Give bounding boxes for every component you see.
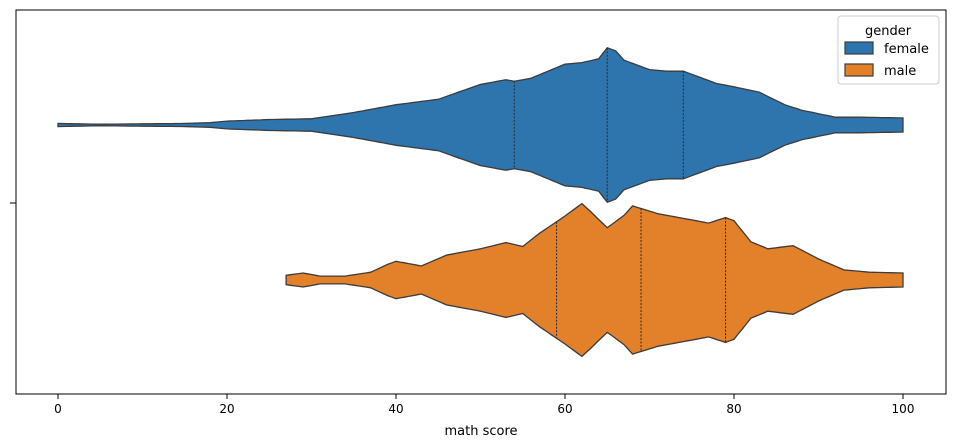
legend-label-female: female — [884, 42, 929, 57]
plot-frame — [15, 9, 947, 395]
x-tick-label-80: 80 — [726, 402, 741, 416]
x-tick-label-40: 40 — [388, 402, 403, 416]
x-tick-label-0: 0 — [54, 402, 62, 416]
x-axis-ticks: 0 20 40 60 80 100 — [54, 394, 914, 416]
x-tick-label-20: 20 — [219, 402, 234, 416]
violin-layer — [57, 47, 904, 358]
x-tick-label-60: 60 — [557, 402, 572, 416]
legend: gender female male — [837, 15, 940, 85]
x-tick-label-100: 100 — [892, 402, 915, 416]
violin-male — [285, 202, 904, 358]
legend-swatch-female — [844, 41, 874, 55]
legend-label-male: male — [884, 64, 916, 79]
legend-title: gender — [865, 24, 912, 39]
legend-swatch-male — [844, 63, 874, 77]
x-axis-label: math score — [444, 424, 517, 439]
violin-female — [57, 47, 904, 203]
